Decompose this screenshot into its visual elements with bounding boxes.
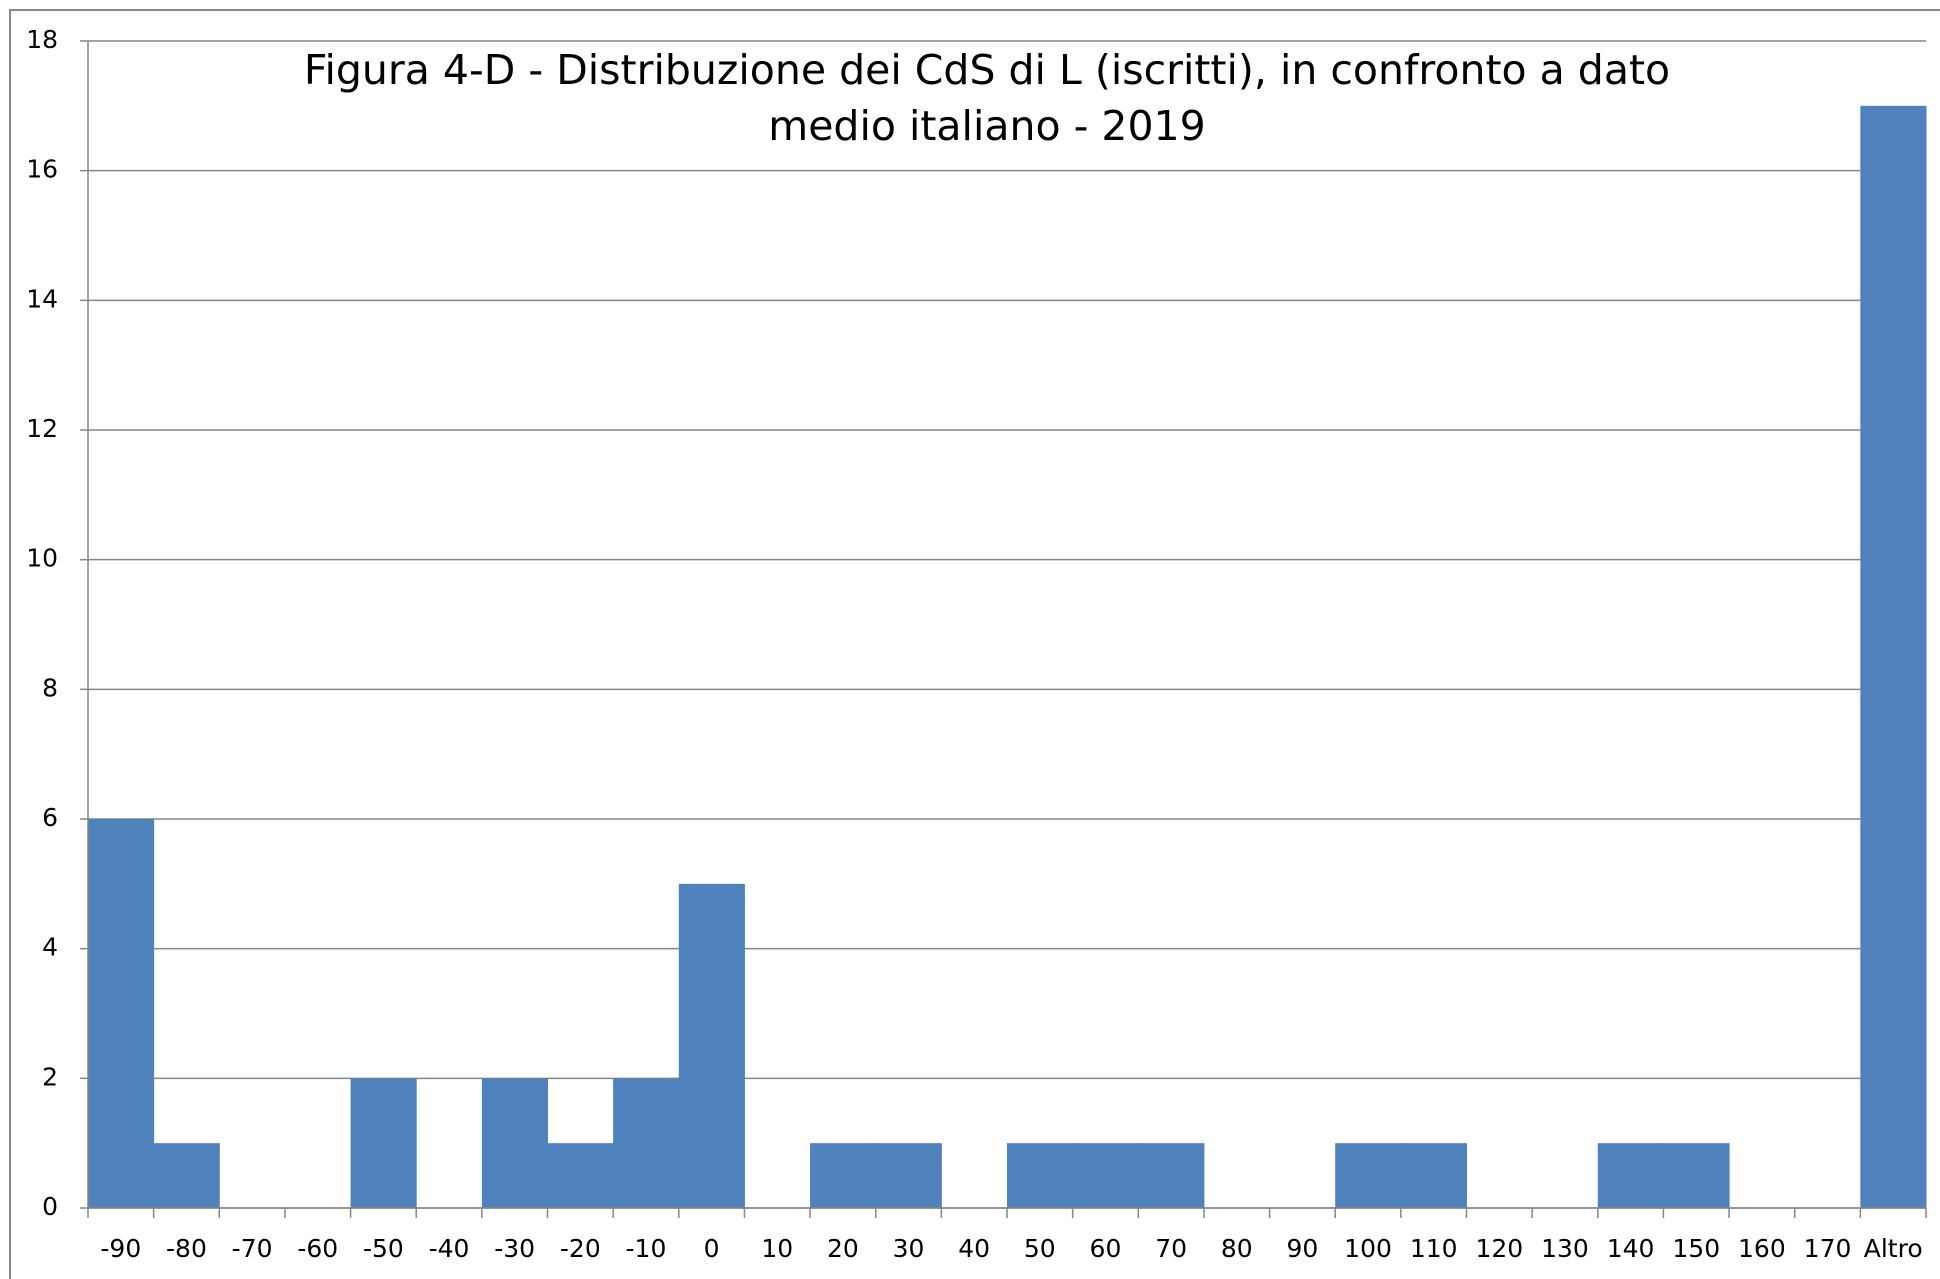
x-tick-label: -10 [626,1234,667,1263]
bar [1860,105,1927,1208]
x-tick-label: -80 [166,1234,207,1263]
x-tick-label: -20 [560,1234,601,1263]
x-tick-label: -60 [297,1234,338,1263]
bar [678,883,745,1208]
x-tick-label: 10 [761,1234,793,1263]
x-tick-label: -70 [232,1234,273,1263]
bar [481,1078,548,1208]
x-tick-label: Altro [1864,1234,1923,1263]
chart-title: Figura 4-D - Distribuzione dei CdS di L … [257,42,1717,154]
bar [1400,1143,1467,1208]
x-tick-label: 100 [1344,1234,1392,1263]
x-tick-label: 120 [1475,1234,1523,1263]
bar [875,1143,942,1208]
y-tick-label: 8 [42,673,58,702]
x-tick-label: 50 [1024,1234,1056,1263]
x-tick-label: 170 [1804,1234,1852,1263]
bar [153,1143,220,1208]
x-tick-label: 70 [1155,1234,1187,1263]
bar [350,1078,417,1208]
x-tick-label: -40 [429,1234,470,1263]
bar [88,819,155,1208]
bar [1072,1143,1139,1208]
bar [1007,1143,1074,1208]
y-tick-label: 4 [42,933,58,962]
y-tick-label: 18 [26,25,58,54]
x-tick-label: 160 [1738,1234,1786,1263]
y-tick-label: 6 [42,803,58,832]
x-tick-label: -90 [100,1234,141,1263]
x-tick-label: 140 [1607,1234,1655,1263]
x-tick-label: 20 [827,1234,859,1263]
bar [1663,1143,1730,1208]
x-tick-label: 40 [958,1234,990,1263]
bar [810,1143,877,1208]
chart-border [9,9,1940,1279]
y-tick-label: 0 [42,1192,58,1221]
bar [547,1143,614,1208]
bar [1138,1143,1205,1208]
x-tick-label: -30 [494,1234,535,1263]
bar [1597,1143,1664,1208]
x-tick-label: 110 [1410,1234,1458,1263]
bar [1335,1143,1402,1208]
x-tick-label: 60 [1090,1234,1122,1263]
x-tick-label: 80 [1221,1234,1253,1263]
x-tick-label: 30 [893,1234,925,1263]
y-tick-label: 14 [26,284,58,313]
y-tick-label: 12 [26,414,58,443]
y-tick-label: 16 [26,155,58,184]
x-tick-label: 0 [704,1234,720,1263]
x-tick-label: -50 [363,1234,404,1263]
x-tick-label: 150 [1672,1234,1720,1263]
y-tick-label: 2 [42,1062,58,1091]
x-tick-label: 130 [1541,1234,1589,1263]
x-tick-label: 90 [1286,1234,1318,1263]
y-tick-label: 10 [26,544,58,573]
bar [613,1078,680,1208]
